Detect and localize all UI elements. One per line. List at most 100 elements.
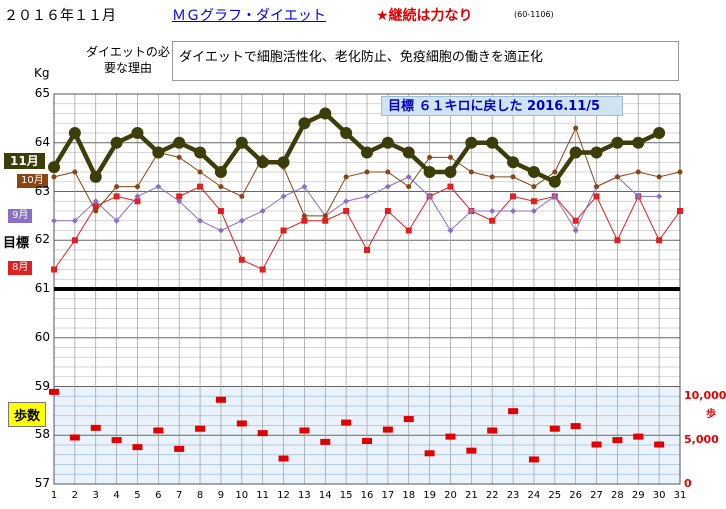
y-tick-label: 63 bbox=[26, 184, 50, 198]
point-sep bbox=[656, 193, 662, 199]
legend-aug: 8月 bbox=[8, 261, 32, 275]
point-oct bbox=[93, 209, 98, 214]
y-tick-label: 60 bbox=[26, 330, 50, 344]
point-nov bbox=[131, 127, 143, 139]
point-oct bbox=[385, 170, 390, 175]
point-nov bbox=[632, 137, 644, 149]
point-nov bbox=[69, 127, 81, 139]
point-oct bbox=[344, 174, 349, 179]
point-aug bbox=[114, 193, 120, 199]
motto: ★継続は力なり bbox=[376, 5, 473, 25]
point-nov bbox=[444, 166, 456, 178]
point-sep bbox=[385, 184, 391, 190]
point-aug bbox=[281, 228, 287, 234]
point-nov bbox=[215, 166, 227, 178]
point-aug bbox=[51, 267, 57, 273]
point-nov bbox=[486, 137, 498, 149]
series-line-sep bbox=[54, 177, 659, 231]
x-tick-label: 8 bbox=[192, 490, 208, 501]
step-bar bbox=[279, 456, 289, 462]
step-bar bbox=[633, 434, 643, 440]
step-bar bbox=[195, 426, 205, 432]
x-tick-label: 24 bbox=[526, 490, 542, 501]
steps-tick-label: 5,000 bbox=[684, 433, 719, 446]
point-sep bbox=[155, 184, 161, 190]
point-sep bbox=[260, 208, 266, 214]
point-oct bbox=[239, 194, 244, 199]
point-oct bbox=[469, 170, 474, 175]
point-oct bbox=[52, 174, 57, 179]
step-bar bbox=[112, 437, 122, 443]
point-nov bbox=[653, 127, 665, 139]
point-sep bbox=[281, 193, 287, 199]
step-bar bbox=[445, 434, 455, 440]
x-tick-label: 15 bbox=[338, 490, 354, 501]
point-sep bbox=[573, 228, 579, 234]
point-oct bbox=[72, 170, 77, 175]
point-aug bbox=[594, 193, 600, 199]
point-nov bbox=[340, 127, 352, 139]
x-tick-label: 16 bbox=[359, 490, 375, 501]
point-aug bbox=[260, 267, 266, 273]
point-sep bbox=[510, 208, 516, 214]
point-oct bbox=[406, 184, 411, 189]
point-oct bbox=[594, 184, 599, 189]
point-sep bbox=[364, 193, 370, 199]
point-nov bbox=[90, 171, 102, 183]
y-axis-unit: Kg bbox=[34, 66, 50, 80]
point-aug bbox=[447, 184, 453, 190]
step-bar bbox=[174, 446, 184, 452]
point-nov bbox=[507, 156, 519, 168]
point-oct bbox=[573, 126, 578, 131]
point-aug bbox=[239, 257, 245, 263]
series-line-nov bbox=[54, 114, 659, 182]
step-bar bbox=[383, 427, 393, 433]
point-nov bbox=[465, 137, 477, 149]
step-bar bbox=[91, 425, 101, 431]
y-tick-label: 62 bbox=[26, 232, 50, 246]
x-tick-label: 14 bbox=[317, 490, 333, 501]
point-aug bbox=[218, 208, 224, 214]
point-oct bbox=[552, 170, 557, 175]
point-nov bbox=[382, 137, 394, 149]
point-nov bbox=[152, 147, 164, 159]
point-aug bbox=[531, 198, 537, 204]
point-oct bbox=[531, 184, 536, 189]
x-tick-label: 10 bbox=[234, 490, 250, 501]
step-bar bbox=[153, 427, 163, 433]
x-tick-label: 28 bbox=[609, 490, 625, 501]
point-nov bbox=[236, 137, 248, 149]
point-oct bbox=[365, 170, 370, 175]
point-aug bbox=[489, 218, 495, 224]
steps-tick-label: 0 bbox=[684, 477, 692, 490]
x-tick-label: 4 bbox=[109, 490, 125, 501]
x-tick-label: 9 bbox=[213, 490, 229, 501]
step-bar bbox=[299, 427, 309, 433]
step-bar bbox=[466, 448, 476, 454]
point-sep bbox=[343, 198, 349, 204]
point-nov bbox=[298, 117, 310, 129]
step-bar bbox=[49, 389, 59, 395]
legend-nov: 11月 bbox=[4, 153, 45, 169]
x-tick-label: 21 bbox=[463, 490, 479, 501]
y-tick-label: 59 bbox=[26, 379, 50, 393]
step-bar bbox=[487, 427, 497, 433]
step-bar bbox=[654, 442, 664, 448]
step-bar bbox=[529, 456, 539, 462]
code-label: (60-1106) bbox=[514, 10, 554, 19]
steps-tick-label: 10,000 bbox=[684, 389, 726, 402]
point-nov bbox=[111, 137, 123, 149]
goal-banner: 目標 ６１キロに戻した 2016.11/5 bbox=[381, 96, 623, 116]
step-bar bbox=[362, 438, 372, 444]
x-tick-label: 3 bbox=[88, 490, 104, 501]
step-bar bbox=[550, 426, 560, 432]
point-oct bbox=[490, 174, 495, 179]
reason-text: ダイエットで細胞活性化、老化防止、免疫細胞の働きを適正化 bbox=[172, 41, 679, 81]
x-tick-label: 7 bbox=[171, 490, 187, 501]
point-oct bbox=[678, 170, 683, 175]
reason-label: ダイエットの必要な理由 bbox=[86, 44, 170, 76]
point-oct bbox=[198, 170, 203, 175]
step-bar bbox=[258, 430, 268, 436]
point-aug bbox=[656, 237, 662, 243]
point-oct bbox=[427, 155, 432, 160]
